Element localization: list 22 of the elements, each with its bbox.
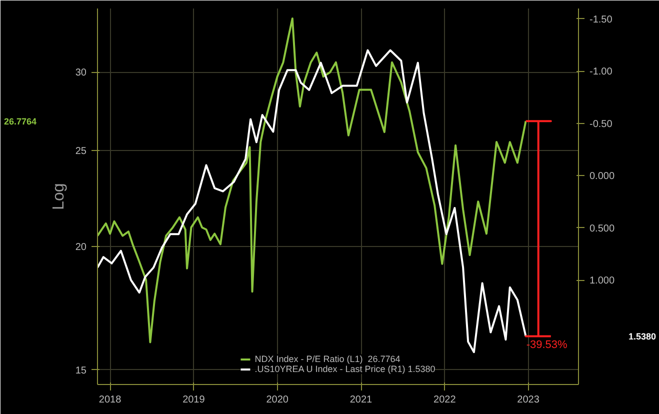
y-tick-label: 30 xyxy=(75,68,87,79)
y2-tick-label: 0.000 xyxy=(590,171,615,182)
legend-label: NDX Index - P/E Ratio (L1) 26.7764 xyxy=(254,354,400,364)
text: 26.7764 xyxy=(4,116,37,127)
x-tick-label: 2018 xyxy=(98,394,122,406)
x-tick-label: 2021 xyxy=(350,394,373,406)
y2-tick-label: -0.50 xyxy=(590,118,613,130)
x-tick-label: 2019 xyxy=(182,394,206,406)
y2-tick-label: 1.000 xyxy=(590,276,615,287)
annotation: -39.53% xyxy=(526,339,568,352)
y2-tick-label: 0.500 xyxy=(590,223,615,234)
y-tick-label: 25 xyxy=(75,146,87,158)
y2-tick-label: -1.00 xyxy=(590,66,613,78)
x-tick-label: 2022 xyxy=(434,394,456,406)
y-tick-label: 15 xyxy=(75,365,87,376)
x-tick-label: 2020 xyxy=(266,394,289,406)
y-axis-title: Log xyxy=(50,183,68,210)
x-tick-label: 2023 xyxy=(517,394,540,406)
y-tick-label: 20 xyxy=(75,242,87,253)
y2-tick-label: -1.50 xyxy=(590,14,613,26)
text: 1.5380 xyxy=(628,332,656,342)
legend-label: .US10YREA U Index - Last Price (R1) 1.5380 xyxy=(254,364,436,374)
